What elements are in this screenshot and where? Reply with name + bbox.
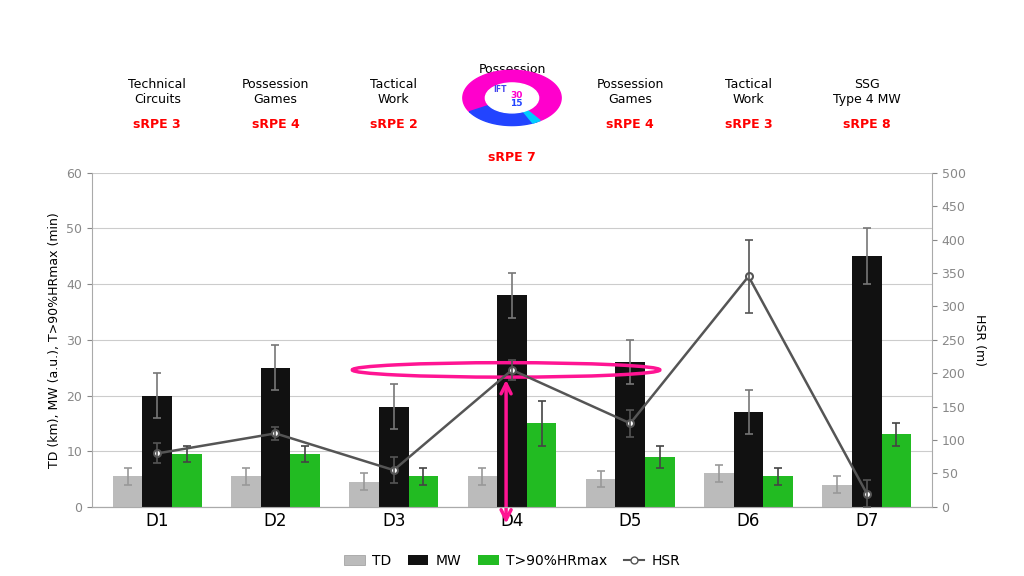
Text: Tactical
Work: Tactical Work <box>725 78 772 106</box>
Text: sRPE 3: sRPE 3 <box>725 118 772 131</box>
Text: sRPE 4: sRPE 4 <box>606 118 654 131</box>
Bar <box>852 256 882 507</box>
Y-axis label: HSR (m): HSR (m) <box>974 314 986 366</box>
Bar <box>586 479 615 507</box>
Text: sRPE 8: sRPE 8 <box>843 118 891 131</box>
Text: Possession
Games: Possession Games <box>597 78 664 106</box>
Bar <box>379 407 409 507</box>
Bar <box>172 454 202 507</box>
Text: sRPE 4: sRPE 4 <box>252 118 299 131</box>
Text: sRPE 2: sRPE 2 <box>370 118 418 131</box>
Polygon shape <box>469 105 537 126</box>
Bar <box>734 412 763 507</box>
Text: SSG
Type 4 MW: SSG Type 4 MW <box>833 78 901 106</box>
Text: Tactical
Work: Tactical Work <box>371 78 417 106</box>
Bar <box>142 396 172 507</box>
Bar <box>498 295 526 507</box>
Bar <box>705 473 734 507</box>
Bar <box>822 484 852 507</box>
Text: IFT: IFT <box>493 85 507 94</box>
Bar <box>409 476 438 507</box>
Bar <box>231 476 261 507</box>
Bar <box>645 457 675 507</box>
Bar <box>615 362 645 507</box>
Bar <box>763 476 793 507</box>
Y-axis label: TD (km), MW (a.u.), T>90%HRmax (min): TD (km), MW (a.u.), T>90%HRmax (min) <box>48 212 60 468</box>
Legend: TD, MW, T>90%HRmax, HSR: TD, MW, T>90%HRmax, HSR <box>338 548 686 574</box>
Bar <box>349 482 379 507</box>
Bar <box>113 476 142 507</box>
Circle shape <box>485 83 539 113</box>
Text: sRPE 3: sRPE 3 <box>133 118 181 131</box>
Text: Technical
Circuits: Technical Circuits <box>128 78 186 106</box>
Text: sRPE 7: sRPE 7 <box>488 151 536 165</box>
Text: Possession
Games: Possession Games <box>242 78 309 106</box>
Text: 30: 30 <box>510 91 522 100</box>
Text: 15: 15 <box>510 99 522 108</box>
Bar <box>290 454 319 507</box>
Bar <box>526 423 556 507</box>
Polygon shape <box>463 70 561 122</box>
Bar <box>261 367 290 507</box>
Text: Possession
Games
+: Possession Games + <box>478 63 546 106</box>
Polygon shape <box>523 110 541 123</box>
Bar <box>882 434 911 507</box>
Bar <box>468 476 498 507</box>
